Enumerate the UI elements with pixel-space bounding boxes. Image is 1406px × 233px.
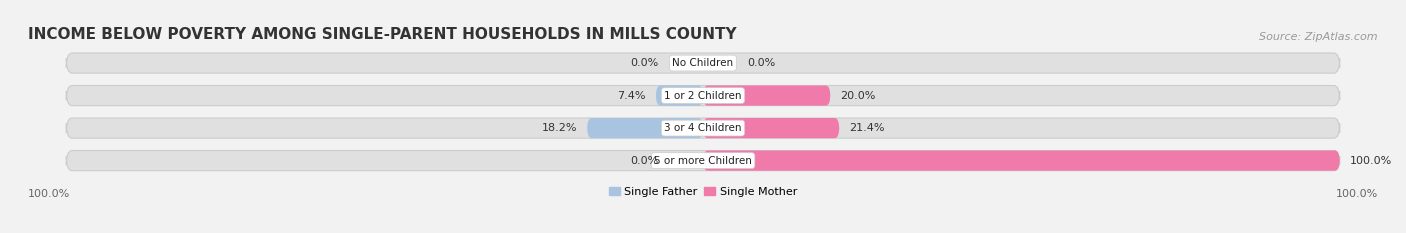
Text: No Children: No Children [672,58,734,68]
Text: 100.0%: 100.0% [1336,189,1378,199]
FancyBboxPatch shape [588,118,703,138]
FancyBboxPatch shape [703,151,1340,171]
Legend: Single Father, Single Mother: Single Father, Single Mother [605,182,801,201]
Text: 7.4%: 7.4% [617,91,645,101]
FancyBboxPatch shape [66,86,1340,106]
FancyBboxPatch shape [655,86,703,106]
Text: 20.0%: 20.0% [841,91,876,101]
Text: 0.0%: 0.0% [630,156,658,166]
Text: 1 or 2 Children: 1 or 2 Children [664,91,742,101]
Text: 100.0%: 100.0% [1350,156,1392,166]
Text: 0.0%: 0.0% [630,58,658,68]
FancyBboxPatch shape [703,86,831,106]
Text: 5 or more Children: 5 or more Children [654,156,752,166]
Text: 21.4%: 21.4% [849,123,884,133]
Text: INCOME BELOW POVERTY AMONG SINGLE-PARENT HOUSEHOLDS IN MILLS COUNTY: INCOME BELOW POVERTY AMONG SINGLE-PARENT… [28,27,737,42]
Text: Source: ZipAtlas.com: Source: ZipAtlas.com [1260,32,1378,42]
FancyBboxPatch shape [66,118,1340,138]
Text: 100.0%: 100.0% [28,189,70,199]
Text: 0.0%: 0.0% [748,58,776,68]
Text: 3 or 4 Children: 3 or 4 Children [664,123,742,133]
Text: 18.2%: 18.2% [541,123,576,133]
FancyBboxPatch shape [66,53,1340,73]
FancyBboxPatch shape [66,151,1340,171]
FancyBboxPatch shape [703,118,839,138]
